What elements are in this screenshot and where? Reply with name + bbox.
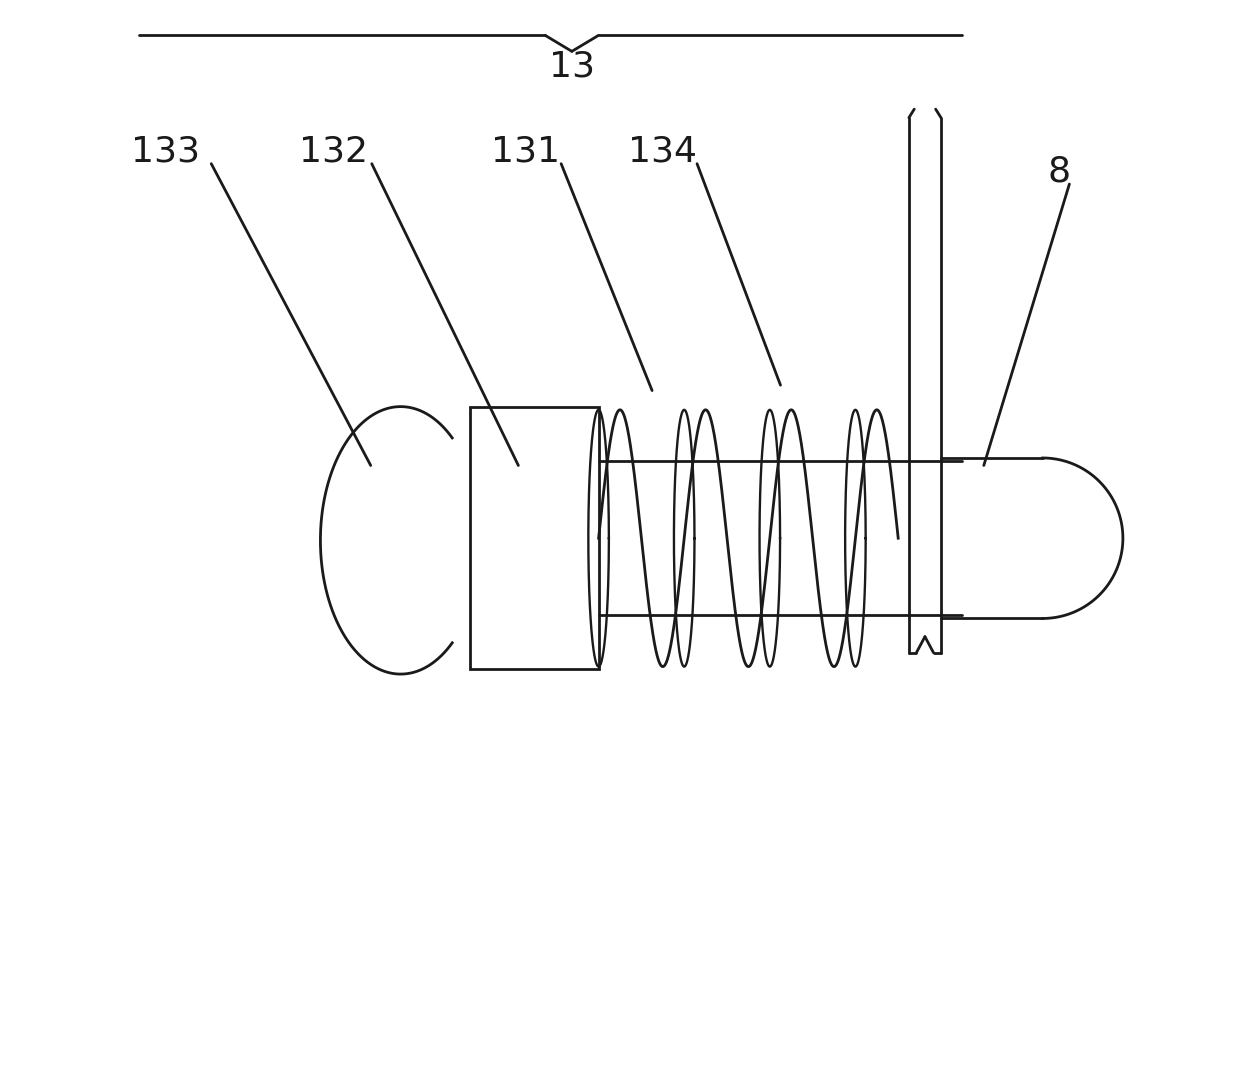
Text: 133: 133 bbox=[130, 135, 200, 169]
Text: 134: 134 bbox=[629, 135, 697, 169]
Text: 132: 132 bbox=[299, 135, 368, 169]
Text: 8: 8 bbox=[1047, 154, 1070, 188]
Text: 13: 13 bbox=[549, 49, 595, 83]
Text: 131: 131 bbox=[491, 135, 560, 169]
Bar bbox=[470, 407, 599, 669]
